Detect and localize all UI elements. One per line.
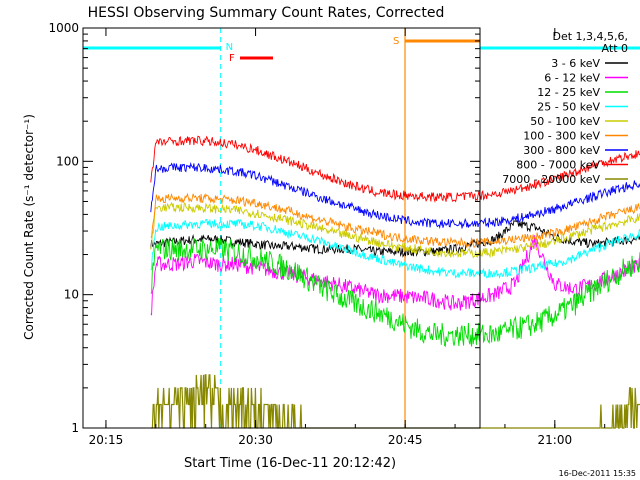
legend-label-5: 100 - 300 keV (523, 130, 600, 143)
series-line-2 (150, 237, 640, 348)
plot-frame (82, 27, 481, 429)
legend-label-6: 300 - 800 keV (523, 144, 600, 157)
series-layer (150, 135, 640, 429)
series-line-6 (150, 161, 640, 230)
flag-f-label: F (229, 53, 235, 64)
legend-label-2: 12 - 25 keV (537, 86, 600, 99)
legend-label-4: 50 - 100 keV (530, 115, 600, 128)
series-line-5 (150, 192, 640, 249)
series-line-0 (150, 218, 640, 258)
x-tick-label-1: 20:30 (238, 433, 273, 447)
y-tick-label-1: 10 (64, 288, 79, 302)
flag-n-label: N (226, 42, 233, 53)
series-line-7 (150, 135, 640, 204)
x-tick-label-2: 20:45 (388, 433, 423, 447)
x-axis-label: Start Time (16-Dec-11 20:12:42) (184, 456, 396, 471)
legend-label-0: 3 - 6 keV (551, 57, 600, 70)
y-tick-label-3: 1000 (48, 21, 79, 35)
legend-header-line-2: Att 0 (602, 42, 628, 55)
flag-s-label: S (393, 36, 399, 47)
series-line-3 (150, 218, 640, 280)
legend-header-line-1: Det 1,3,4,5,6, (552, 30, 628, 43)
legend-label-7: 800 - 7000 keV (516, 159, 600, 172)
series-line-1 (150, 235, 640, 316)
series-line-8 (150, 374, 640, 429)
legend-label-8: 7000 - 20000 keV (502, 173, 600, 186)
legend: Det 1,3,4,5,6,Att 03 - 6 keV 6 - 12 keV12… (502, 30, 628, 186)
series-line-4 (150, 201, 640, 259)
x-tick-label-0: 20:15 (89, 433, 124, 447)
footer-timestamp: 16-Dec-2011 15:35 (559, 469, 636, 478)
y-tick-label-2: 100 (56, 154, 79, 168)
y-axis-label: Corrected Count Rate (s⁻¹ detector⁻¹) (22, 114, 36, 340)
flag-layer: NF S (83, 28, 640, 428)
chart-title: HESSI Observing Summary Count Rates, Cor… (88, 5, 445, 21)
legend-label-3: 25 - 50 keV (537, 101, 600, 114)
legend-label-1: 6 - 12 keV (544, 72, 600, 85)
x-tick-label-3: 21:00 (538, 433, 573, 447)
axes-layer: 20:1520:3020:4521:0021:1521:3021:4511010… (48, 21, 606, 447)
y-tick-label-0: 1 (71, 421, 79, 435)
